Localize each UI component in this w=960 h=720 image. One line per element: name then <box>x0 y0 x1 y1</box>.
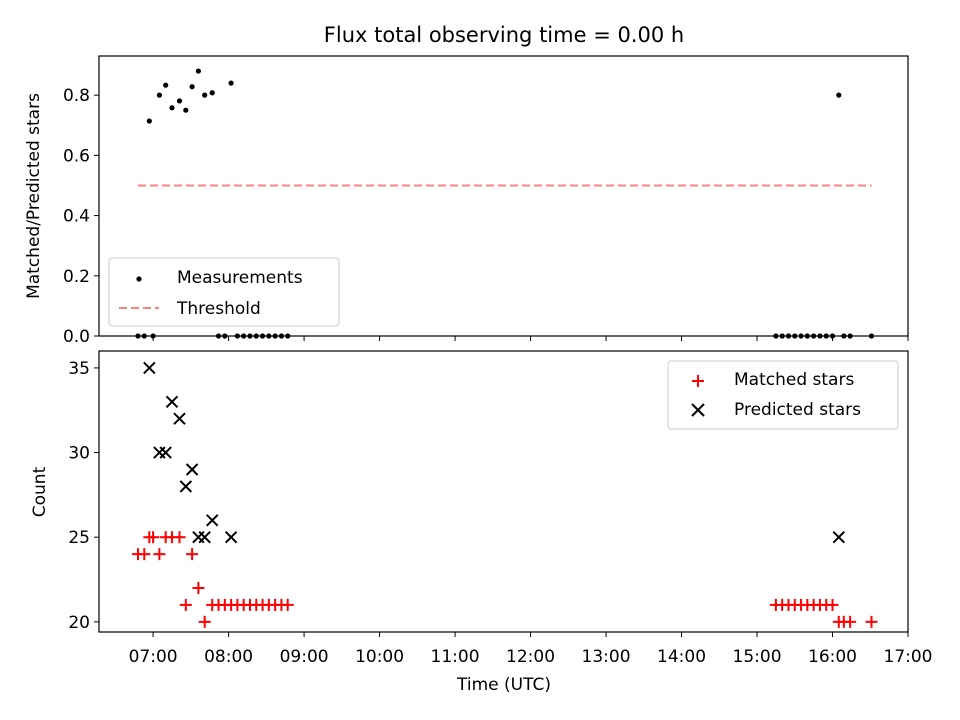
bottom-ytick-label-1: 25 <box>68 528 90 548</box>
matched-point-1 <box>138 548 151 561</box>
predicted-point-6 <box>185 463 199 476</box>
bottom-ytick-label-0: 20 <box>68 613 90 633</box>
predicted-point-4 <box>173 412 186 425</box>
legend-predicted-marker <box>691 403 705 417</box>
bottom-xtick-label-5: 12:00 <box>506 647 555 667</box>
bottom-xtick-label-8: 15:00 <box>733 647 782 667</box>
top-marks <box>135 68 875 339</box>
bottom-xtick-label-2: 09:00 <box>280 647 329 667</box>
matched-point-11 <box>198 615 211 628</box>
top-y-ticks: 0.0 0.2 0.4 0.6 0.8 <box>63 86 99 347</box>
bottom-xtick-label-6: 13:00 <box>582 647 631 667</box>
legend-threshold-label: Threshold <box>176 299 261 319</box>
measurement-point-11 <box>202 92 208 98</box>
legend-predicted-label: Predicted stars <box>734 400 861 420</box>
top-legend: Measurements Threshold <box>108 257 340 327</box>
measurement-point-5 <box>163 82 169 88</box>
measurement-point-6 <box>169 105 175 111</box>
legend-matched-marker <box>692 375 704 387</box>
top-axes-frame <box>98 55 909 337</box>
top-legend-box <box>108 257 340 327</box>
top-ytick-label-2: 0.4 <box>63 207 90 227</box>
bottom-legend: Matched stars Predicted stars <box>667 360 899 430</box>
x-axis-label: Time (UTC) <box>456 675 551 695</box>
chart-title: Flux total observing time = 0.00 h <box>324 23 684 47</box>
bottom-xtick-label-10: 17:00 <box>884 647 933 667</box>
matched-point-37 <box>844 615 857 628</box>
measurement-point-15 <box>228 80 234 86</box>
measurement-point-9 <box>189 84 195 90</box>
bottom-y-axis-label: Count <box>30 466 50 517</box>
predicted-point-9 <box>206 514 219 527</box>
matched-point-7 <box>173 531 186 544</box>
matched-point-8 <box>179 598 192 611</box>
bottom-xtick-label-4: 11:00 <box>431 647 480 667</box>
bottom-marks <box>132 361 878 628</box>
measurement-point-8 <box>183 107 189 113</box>
bottom-xtick-label-9: 16:00 <box>808 647 857 667</box>
bottom-ytick-label-3: 35 <box>68 359 90 379</box>
bottom-x-ticks: 07:00 08:00 09:00 10:00 11:00 12:00 13:00 14:00… <box>129 632 933 667</box>
measurement-point-12 <box>209 90 215 96</box>
bottom-xtick-label-3: 10:00 <box>355 647 404 667</box>
matched-point-4 <box>153 548 166 561</box>
top-x-ticks <box>152 336 909 341</box>
matched-point-3 <box>147 531 160 544</box>
top-ytick-label-0: 0.0 <box>63 327 90 347</box>
matched-point-24 <box>281 598 294 611</box>
predicted-point-8 <box>198 530 211 544</box>
measurement-point-4 <box>156 92 162 98</box>
legend-matched-label: Matched stars <box>734 370 854 390</box>
bottom-xtick-label-7: 14:00 <box>657 647 706 667</box>
bottom-panel: 20 25 30 35 07:00 08:00 09:00 10:00 11:00 12:00 1… <box>30 350 933 695</box>
bottom-xtick-label-1: 08:00 <box>204 647 253 667</box>
bottom-axes-frame <box>98 350 909 633</box>
predicted-point-11 <box>832 530 846 544</box>
matched-point-10 <box>192 581 205 594</box>
predicted-point-3 <box>165 395 179 408</box>
top-ytick-label-1: 0.2 <box>63 267 90 287</box>
predicted-point-0 <box>143 361 156 375</box>
matched-point-34 <box>826 598 839 611</box>
measurement-point-35 <box>836 92 842 98</box>
measurement-point-2 <box>146 118 152 124</box>
predicted-point-10 <box>224 530 238 544</box>
measurement-point-10 <box>195 68 201 74</box>
top-ytick-label-4: 0.8 <box>63 86 90 106</box>
top-y-axis-label: Matched/Predicted stars <box>24 93 44 299</box>
legend-measurements-label: Measurements <box>177 268 303 288</box>
top-ytick-label-3: 0.6 <box>63 146 90 166</box>
matched-point-9 <box>186 548 199 561</box>
top-panel: 0.00.20.40.60.8 Matched/Predicted stars … <box>24 55 909 347</box>
bottom-legend-box <box>667 360 899 430</box>
legend-measurements-marker <box>136 276 142 282</box>
bottom-y-ticks: 20 25 30 35 <box>68 359 99 633</box>
measurement-point-7 <box>176 98 183 104</box>
predicted-point-5 <box>179 480 193 493</box>
matched-point-38 <box>865 615 878 628</box>
bottom-xtick-label-0: 07:00 <box>129 647 178 667</box>
predicted-point-2 <box>159 446 172 459</box>
bottom-ytick-label-2: 30 <box>68 444 90 464</box>
